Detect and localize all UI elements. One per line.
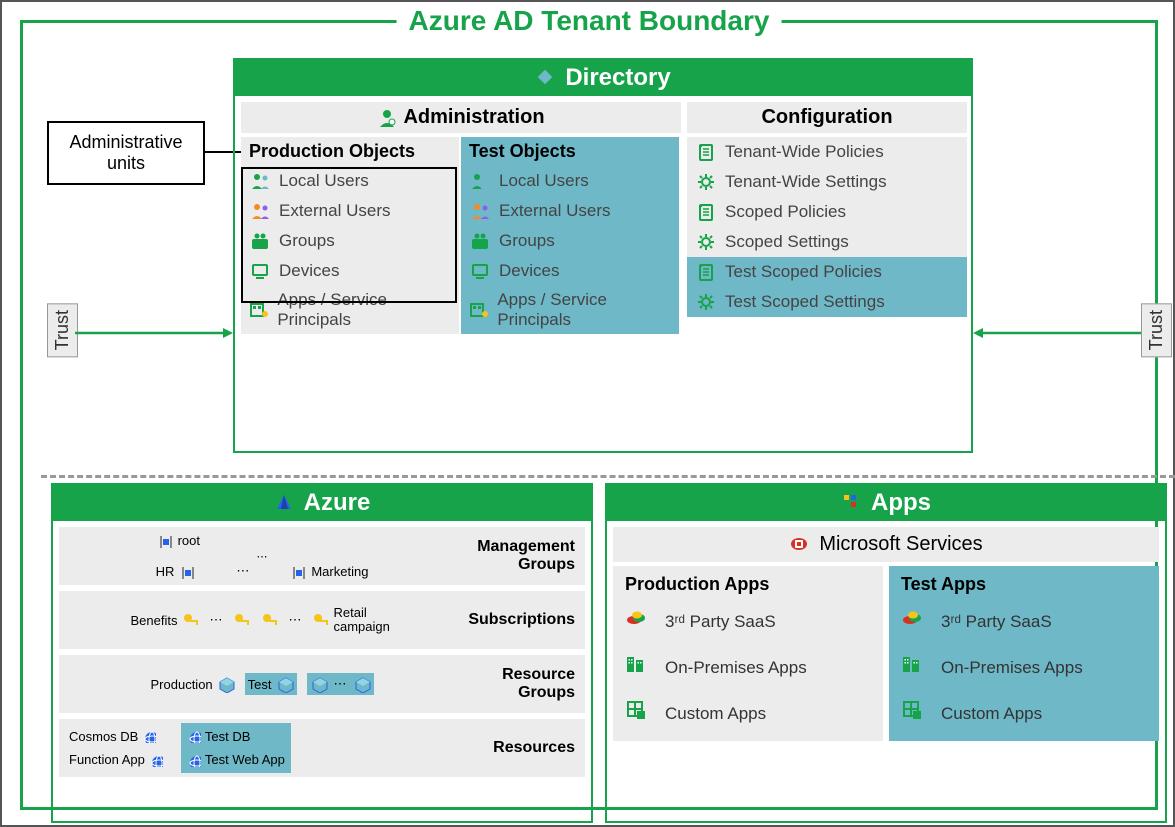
group-icon — [250, 231, 270, 251]
grid-icon — [625, 699, 653, 727]
policy-icon — [696, 262, 716, 282]
production-apps-col: Production Apps 3ʳᵈ Party SaaSOn-Premise… — [613, 566, 883, 741]
app-item: Custom Apps — [617, 691, 879, 737]
apps-icon — [249, 300, 269, 320]
cloud-icon — [901, 607, 929, 635]
policy-icon — [696, 202, 716, 222]
trust-right: Trust — [1141, 303, 1172, 357]
admin-item: Groups — [461, 226, 679, 256]
gear-icon — [696, 232, 716, 252]
group-icon — [470, 231, 490, 251]
az-row-rg: Production Test ⋯ Resource Groups — [59, 655, 585, 713]
cloud-icon — [625, 607, 653, 635]
configuration-header: Configuration — [687, 102, 967, 133]
device-icon — [470, 261, 490, 281]
test-objects-col: Test Objects Local UsersExternal UsersGr… — [461, 137, 679, 334]
configuration-section: Configuration Tenant-Wide PoliciesTenant… — [687, 102, 967, 317]
users-orange-icon — [470, 201, 490, 221]
admin-item: Local Users — [461, 166, 679, 196]
users-orange-icon — [250, 201, 270, 221]
users-green-icon — [250, 171, 270, 191]
boundary-title: Azure AD Tenant Boundary — [397, 5, 782, 37]
trust-left: Trust — [47, 303, 78, 357]
buildings-icon — [901, 653, 929, 681]
admin-item: Groups — [241, 226, 459, 256]
admin-item: Devices — [461, 256, 679, 286]
az-row-mg: root ⋯ HR ⋯ Marketing Management Groups — [59, 527, 585, 585]
diamond-icon — [535, 67, 557, 89]
apps-icon — [841, 492, 863, 514]
tenant-boundary: Azure AD Tenant Boundary Administrative … — [20, 20, 1158, 810]
apps-header: Apps — [607, 485, 1165, 521]
device-icon — [250, 261, 270, 281]
app-item: 3ʳᵈ Party SaaS — [893, 599, 1155, 645]
azure-header: Azure — [53, 485, 591, 521]
gear-icon — [696, 292, 716, 312]
office-icon — [789, 534, 811, 556]
admin-item: External Users — [461, 196, 679, 226]
app-item: 3ʳᵈ Party SaaS — [617, 599, 879, 645]
administration-header: Administration — [241, 102, 681, 133]
trust-arrow-right — [973, 323, 1141, 343]
azure-body: root ⋯ HR ⋯ Marketing Management Groups … — [53, 521, 591, 789]
config-item: Scoped Policies — [687, 197, 967, 227]
app-item: Custom Apps — [893, 691, 1155, 737]
app-item: On-Premises Apps — [893, 645, 1155, 691]
admin-item: Apps / Service Principals — [461, 286, 679, 334]
config-item: Tenant-Wide Policies — [687, 137, 967, 167]
apps-icon — [469, 300, 489, 320]
production-objects-col: Production Objects Local UsersExternal U… — [241, 137, 459, 334]
directory-panel: Directory Administration Production Obje… — [233, 58, 973, 453]
test-apps-col: Test Apps 3ʳᵈ Party SaaSOn-Premises Apps… — [889, 566, 1159, 741]
config-item: Scoped Settings — [687, 227, 967, 257]
policy-icon — [696, 142, 716, 162]
az-row-sub: Benefits ⋯ ⋯ Retail campaign Subscriptio… — [59, 591, 585, 649]
azure-panel: Azure root ⋯ HR ⋯ Marketing Manageme — [51, 483, 593, 823]
admin-icon — [377, 108, 397, 128]
directory-header: Directory — [235, 60, 971, 96]
app-item: On-Premises Apps — [617, 645, 879, 691]
ms-services-header: Microsoft Services — [613, 527, 1159, 562]
apps-panel: Apps Microsoft Services Production Apps … — [605, 483, 1167, 823]
config-item: Tenant-Wide Settings — [687, 167, 967, 197]
grid-icon — [901, 699, 929, 727]
config-item: Test Scoped Settings — [687, 287, 967, 317]
az-row-res: Cosmos DB Function App Test DB Test Web … — [59, 719, 585, 777]
admin-units-box: Administrative units — [47, 121, 205, 185]
gear-icon — [696, 172, 716, 192]
admin-item: Apps / Service Principals — [241, 286, 459, 334]
config-item: Test Scoped Policies — [687, 257, 967, 287]
admin-item: Local Users — [241, 166, 459, 196]
divider — [41, 475, 1175, 478]
admin-item: Devices — [241, 256, 459, 286]
users-green-icon — [470, 171, 490, 191]
azure-icon — [274, 492, 296, 514]
admin-item: External Users — [241, 196, 459, 226]
buildings-icon — [625, 653, 653, 681]
administration-section: Administration Production Objects Local … — [241, 102, 681, 334]
trust-arrow-left — [75, 323, 233, 343]
